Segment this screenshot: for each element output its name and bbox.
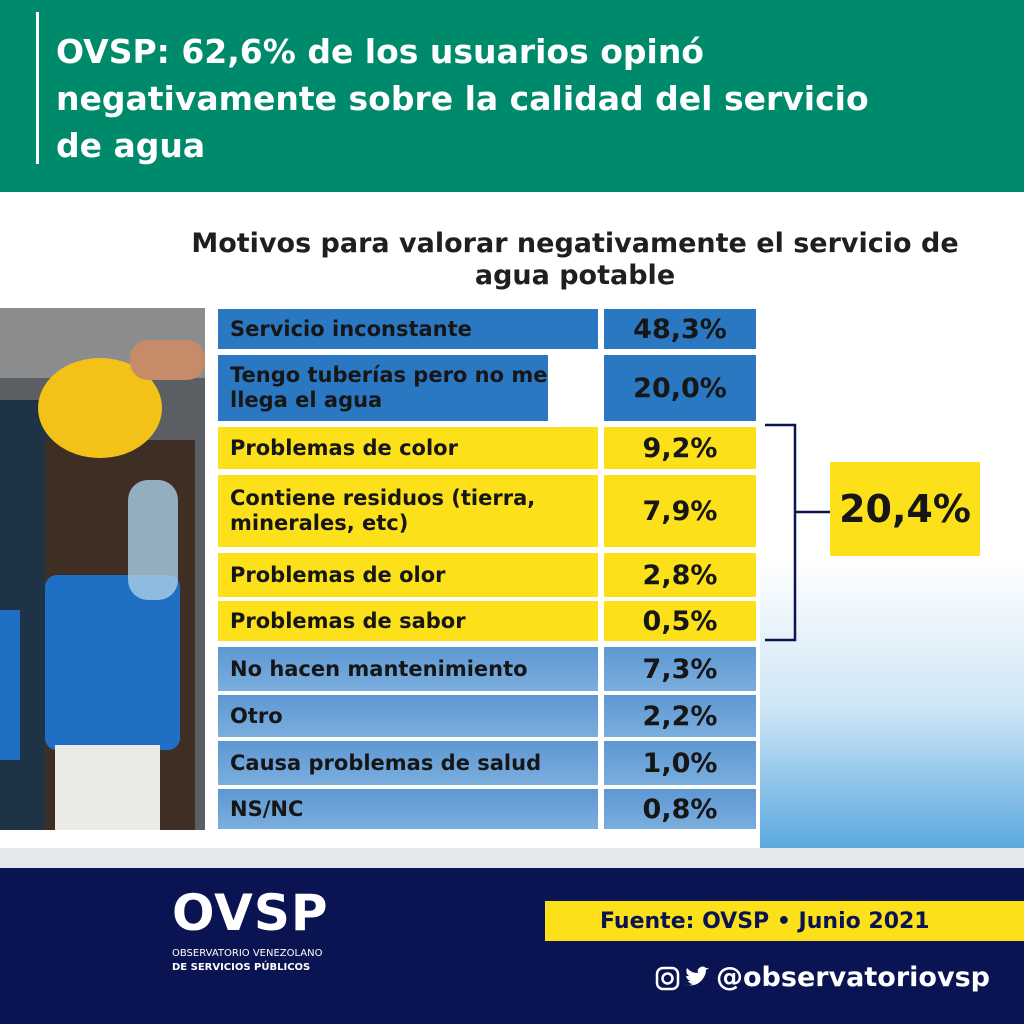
table-row: Contiene residuos (tierra, minerales, et… bbox=[218, 475, 756, 547]
row-value: 20,0% bbox=[604, 355, 756, 421]
row-label: Servicio inconstante bbox=[218, 309, 598, 349]
row-value: 0,8% bbox=[604, 789, 756, 829]
logo-line: OBSERVATORIO VENEZOLANO bbox=[172, 948, 323, 959]
table-row: Problemas de olor 2,8% bbox=[218, 553, 756, 597]
source: Fuente: OVSP • Junio 2021 bbox=[545, 901, 1024, 941]
photo bbox=[0, 308, 205, 830]
row-label: Causa problemas de salud bbox=[218, 741, 598, 785]
row-label: Otro bbox=[218, 695, 598, 737]
social-icons bbox=[655, 966, 709, 991]
group-total: 20,4% bbox=[830, 462, 980, 556]
row-label: Problemas de olor bbox=[218, 553, 598, 597]
row-value: 2,8% bbox=[604, 553, 756, 597]
table-row: NS/NC 0,8% bbox=[218, 789, 756, 829]
logo-line: DE SERVICIOS PÚBLICOS bbox=[172, 962, 311, 973]
logo-text: OVSP bbox=[172, 884, 329, 942]
table-row: Tengo tuberías pero no me llega el agua 2… bbox=[218, 355, 756, 421]
footer bbox=[0, 868, 1024, 1024]
row-value: 7,9% bbox=[604, 475, 756, 547]
header bbox=[0, 0, 1024, 192]
water-image bbox=[760, 560, 1024, 850]
row-label: NS/NC bbox=[218, 789, 598, 829]
table-row: Causa problemas de salud 1,0% bbox=[218, 741, 756, 785]
table-row: Problemas de color 9,2% bbox=[218, 427, 756, 469]
row-label: Tengo tuberías pero no me llega el agua bbox=[218, 355, 548, 421]
row-label: Problemas de sabor bbox=[218, 601, 598, 641]
table-title: Motivos para valorar negativamente el se… bbox=[191, 228, 959, 291]
row-value: 2,2% bbox=[604, 695, 756, 737]
row-value: 0,5% bbox=[604, 601, 756, 641]
divider bbox=[0, 848, 1024, 868]
table-row: Problemas de sabor 0,5% bbox=[218, 601, 756, 641]
row-value: 7,3% bbox=[604, 647, 756, 691]
row-label: Problemas de color bbox=[218, 427, 598, 469]
header-rule bbox=[36, 12, 39, 164]
table-row: Servicio inconstante 48,3% bbox=[218, 309, 756, 349]
bracket bbox=[765, 423, 830, 642]
header-title: OVSP: 62,6% de los usuarios opinó negati… bbox=[56, 32, 869, 165]
row-value: 9,2% bbox=[604, 427, 756, 469]
row-value: 1,0% bbox=[604, 741, 756, 785]
table-row: No hacen mantenimiento 7,3% bbox=[218, 647, 756, 691]
row-value: 48,3% bbox=[604, 309, 756, 349]
row-label: Contiene residuos (tierra, minerales, et… bbox=[218, 475, 598, 547]
row-label: No hacen mantenimiento bbox=[218, 647, 598, 691]
social-handle: @observatoriovsp bbox=[716, 962, 990, 993]
table-row: Otro 2,2% bbox=[218, 695, 756, 737]
